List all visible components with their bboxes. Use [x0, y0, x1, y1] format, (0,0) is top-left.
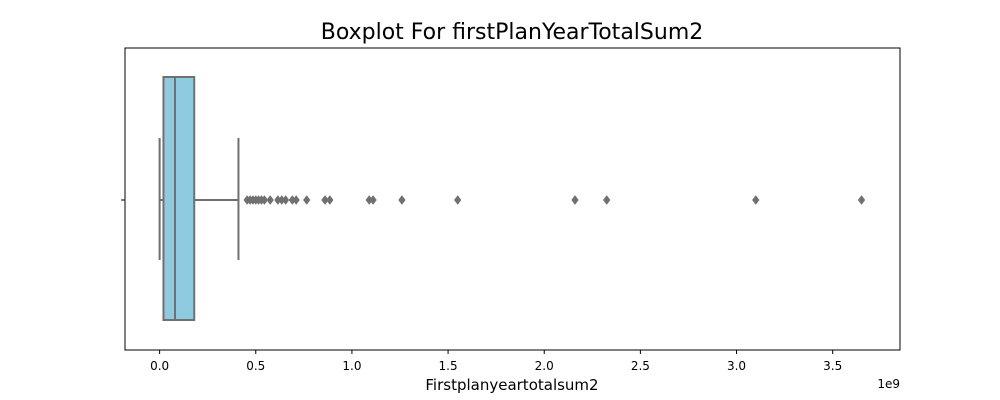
x-tick-label-7: 3.5 — [823, 359, 842, 373]
x-tick-label-0: 0.0 — [150, 359, 169, 373]
outlier-point-22 — [752, 195, 760, 205]
plot-area-frame — [124, 47, 901, 351]
plot-marks — [158, 76, 866, 321]
outlier-point-19 — [454, 195, 462, 205]
outlier-point-23 — [857, 195, 866, 205]
outlier-point-20 — [571, 195, 579, 205]
outlier-point-15 — [326, 195, 334, 205]
outlier-point-7 — [266, 195, 274, 205]
outlier-point-21 — [603, 195, 611, 205]
outlier-point-10 — [281, 195, 290, 205]
x-axis-label: Firstplanyeartotalsum2 — [425, 376, 598, 394]
outlier-point-12 — [292, 195, 300, 205]
x-axis-ticks: 0.0 0.5 1.0 1.5 2.0 2.5 3.0 3.5 — [121, 199, 842, 373]
x-tick-label-4: 2.0 — [535, 359, 554, 373]
x-axis-offset-label: 1e9 — [877, 377, 900, 391]
outlier-point-18 — [398, 195, 406, 205]
x-tick-label-2: 1.0 — [342, 359, 361, 373]
x-tick-label-6: 3.0 — [727, 359, 746, 373]
x-tick-label-1: 0.5 — [246, 359, 265, 373]
outlier-point-17 — [369, 195, 377, 205]
chart-title: Boxplot For firstPlanYearTotalSum2 — [321, 20, 704, 45]
outlier-point-6 — [260, 195, 269, 205]
iqr-box — [162, 76, 196, 321]
outlier-point-13 — [303, 195, 311, 205]
x-tick-label-3: 1.5 — [439, 359, 458, 373]
x-tick-label-5: 2.5 — [631, 359, 650, 373]
